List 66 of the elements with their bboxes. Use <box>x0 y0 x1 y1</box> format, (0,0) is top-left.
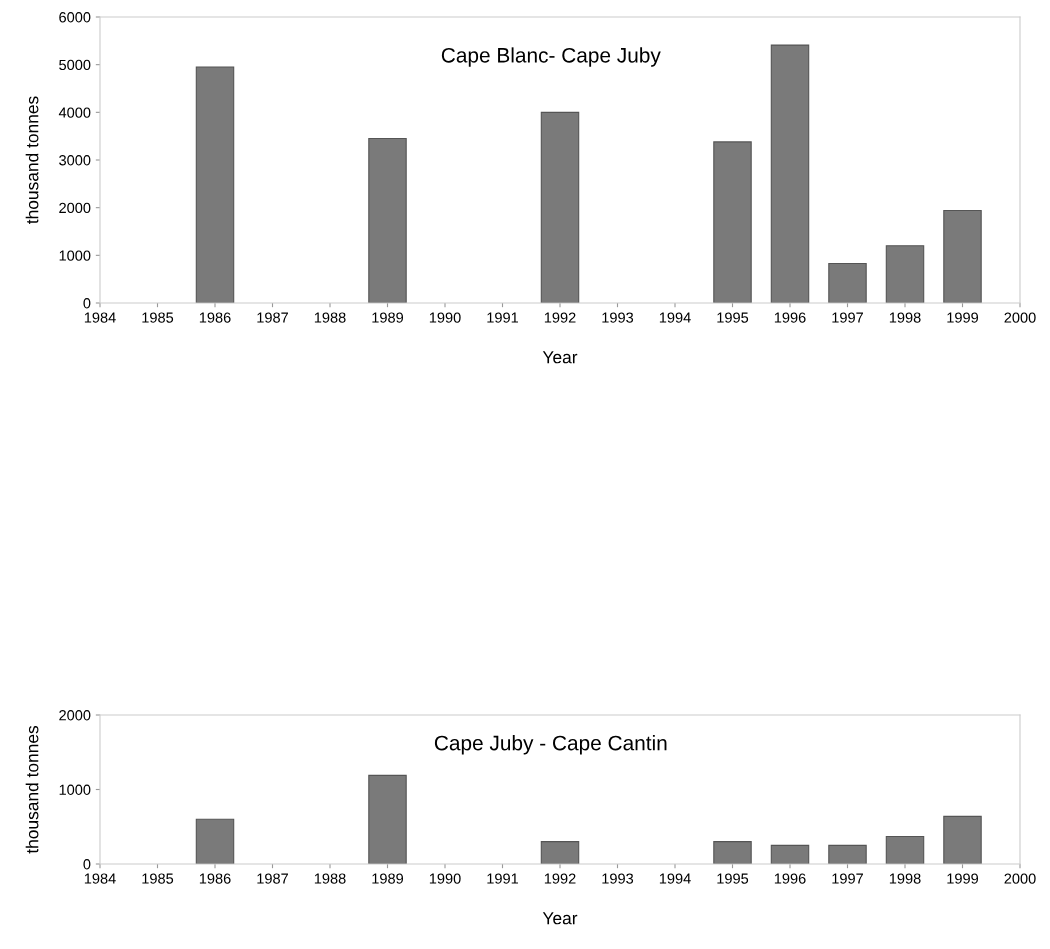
x-tick-label: 2000 <box>1004 312 1036 323</box>
text: Cape Juby - Cape Cantin <box>434 735 667 755</box>
x-tick-label: 1986 <box>199 312 231 323</box>
x-tick-label: 1994 <box>659 873 691 884</box>
x-tick-label: 1995 <box>717 873 749 884</box>
x-tick-label: 1992 <box>544 873 576 884</box>
y-tick-label: 1000 <box>59 250 91 261</box>
bar <box>885 835 925 864</box>
bar <box>713 141 752 303</box>
bar <box>368 774 407 864</box>
y-tick-label: 4000 <box>58 107 91 118</box>
x-tick-label: 1995 <box>717 312 749 323</box>
bar <box>828 844 867 864</box>
x-tick-label: 1985 <box>142 312 174 323</box>
y-tick-label: 5000 <box>59 59 91 71</box>
bar <box>195 66 235 303</box>
x-tick-label: 1988 <box>314 873 346 884</box>
x-tick-label: 1985 <box>142 873 174 884</box>
bar <box>713 841 752 864</box>
x-tick-label: 1998 <box>889 312 921 323</box>
y-tick-label: 6000 <box>59 12 91 23</box>
x-tick-label: 1997 <box>832 873 863 884</box>
x-tick-label: 1993 <box>602 873 634 884</box>
y-axis-title: thousand tonnes <box>25 725 39 854</box>
text: Cape Blanc- Cape Juby <box>441 47 661 67</box>
x-tick-label: 1987 <box>257 312 288 323</box>
x-tick-label: 1997 <box>832 312 863 323</box>
bar <box>540 111 580 303</box>
y-tick-label: 2000 <box>59 202 91 214</box>
bar <box>828 262 867 303</box>
x-tick-label: 1984 <box>84 873 116 884</box>
x-tick-label: 1996 <box>774 873 806 884</box>
x-tick-label: 1988 <box>314 312 346 323</box>
bar <box>885 245 925 303</box>
x-tick-label: 1990 <box>429 312 461 323</box>
x-tick-label: 2000 <box>1004 873 1036 884</box>
x-tick-label: 1991 <box>487 312 519 323</box>
x-tick-label: 1996 <box>774 312 806 323</box>
x-tick-label: 1998 <box>889 873 921 884</box>
x-axis-title: Year <box>542 912 578 925</box>
bar <box>195 818 235 864</box>
x-tick-label: 1992 <box>544 312 576 323</box>
x-tick-label: 1990 <box>429 873 461 884</box>
bar <box>368 137 407 303</box>
bar <box>770 44 810 303</box>
x-tick-label: 1989 <box>372 873 404 884</box>
x-axis-title: Year <box>542 351 578 364</box>
x-tick-label: 1987 <box>257 873 288 884</box>
x-tick-label: 1993 <box>602 312 634 323</box>
y-tick-label: 2000 <box>59 710 91 721</box>
y-axis-title: thousand tonnes <box>25 96 39 224</box>
x-tick-label: 1989 <box>372 312 404 323</box>
x-tick-label: 1986 <box>199 873 231 884</box>
x-tick-label: 1999 <box>947 873 979 884</box>
y-tick-label: 3000 <box>59 155 91 166</box>
y-tick-label: 0 <box>83 859 91 870</box>
x-tick-label: 1984 <box>84 312 116 323</box>
bar <box>540 841 580 864</box>
x-tick-label: 1999 <box>947 312 979 323</box>
y-tick-label: 0 <box>83 298 91 309</box>
y-tick-label: 1000 <box>59 784 91 795</box>
bar <box>770 844 810 864</box>
x-tick-label: 1991 <box>487 873 519 884</box>
bar <box>943 815 982 864</box>
x-tick-label: 1994 <box>659 312 691 323</box>
bar <box>943 209 982 303</box>
